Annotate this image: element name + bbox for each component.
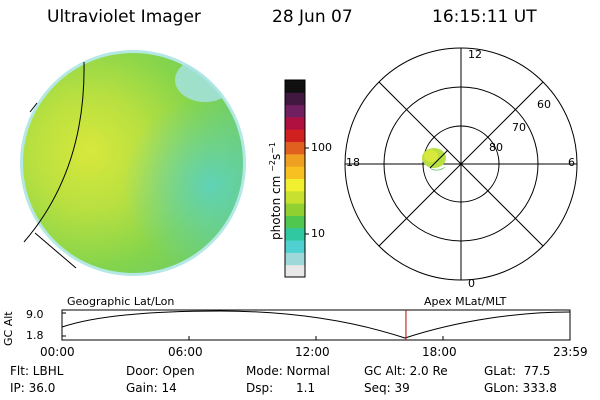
color-bar-segment: [285, 178, 305, 192]
lat-label-60: 60: [537, 98, 551, 111]
color-bar-segment: [285, 141, 305, 155]
timeline-left-title: Geographic Lat/Lon: [67, 295, 175, 308]
limb-tick: [29, 102, 38, 113]
mlt-label-18: 18: [346, 156, 360, 169]
color-bar-segment: [285, 92, 305, 106]
instrument-title: Ultraviolet Imager: [47, 7, 201, 27]
orbit-altitude-curve: [61, 310, 571, 339]
color-bar-segment: [285, 215, 305, 229]
timeline-xtick-label-1800: 18:00: [422, 345, 457, 359]
color-bar-segment: [285, 116, 305, 130]
timeline-ytick-label-top: 9.0: [26, 308, 44, 321]
timeline-xtick-label-2359: 23:59: [553, 345, 588, 359]
mlt-label-6: 6: [568, 156, 575, 169]
lat-label-80: 80: [489, 141, 503, 154]
unit-exp1: −2: [268, 160, 277, 172]
timeline-ylabel: GC Alt: [2, 311, 15, 346]
status-dsp: Dsp: 1.1: [246, 381, 316, 395]
auroral-patch: [422, 148, 449, 171]
date-label: 28 Jun 07: [272, 7, 353, 27]
status-gc-alt: GC Alt: 2.0 Re: [364, 364, 448, 378]
timeline-plot: [61, 309, 571, 341]
color-bar-segment: [285, 166, 305, 179]
color-bar-segment: [285, 227, 305, 241]
timeline-ytick-label-bottom: 1.8: [26, 329, 44, 342]
color-bar-label-100: 100: [311, 141, 332, 154]
status-mode: Mode: Normal: [246, 364, 330, 378]
status-door: Door: Open: [126, 364, 195, 378]
color-bar-segment: [285, 80, 305, 93]
unit-mid: s: [269, 153, 283, 161]
unit-exp2: −1: [268, 141, 277, 154]
color-bar-frame: [284, 79, 306, 278]
polar-plot: [344, 47, 578, 281]
timeline-right-title: Apex MLat/MLT: [424, 295, 507, 308]
status-filter: Flt: LBHL: [10, 364, 64, 378]
color-bar-unit-label: photon cm −2s−1: [268, 142, 283, 240]
status-glon: GLon: 333.8: [484, 381, 557, 395]
timeline-xtick-label-0600: 06:00: [168, 345, 203, 359]
timeline-xtick-label-0000: 00:00: [40, 345, 75, 359]
color-bar: [284, 79, 309, 278]
auroral-patch-line: [429, 149, 449, 169]
mlt-label-12: 12: [468, 48, 482, 61]
color-bar-label-10: 10: [311, 227, 325, 240]
status-ip: IP: 36.0: [10, 381, 56, 395]
color-bar-segment: [285, 252, 305, 266]
status-glat: GLat: 77.5: [484, 364, 551, 378]
mlt-label-0: 0: [468, 277, 475, 290]
unit-base: photon cm: [269, 175, 283, 240]
color-bar-segment: [285, 203, 305, 216]
color-bar-segment: [285, 153, 305, 167]
timeline-xtick-label-1200: 12:00: [295, 345, 330, 359]
color-bar-segment: [285, 104, 305, 118]
color-bar-segment: [285, 129, 305, 143]
terminator-line: [23, 61, 85, 243]
uv-image-disk: [20, 50, 246, 276]
polar-diagonal-2: [378, 81, 544, 247]
time-label: 16:15:11 UT: [432, 7, 537, 27]
color-bar-segment: [285, 190, 305, 204]
color-bar-segment: [285, 240, 305, 253]
color-bar-segment: [285, 264, 305, 278]
timeline-frame: [61, 309, 571, 341]
status-gain: Gain: 14: [126, 381, 177, 395]
status-seq: Seq: 39: [364, 381, 410, 395]
lat-label-70: 70: [512, 121, 526, 134]
limb-line: [34, 232, 77, 269]
